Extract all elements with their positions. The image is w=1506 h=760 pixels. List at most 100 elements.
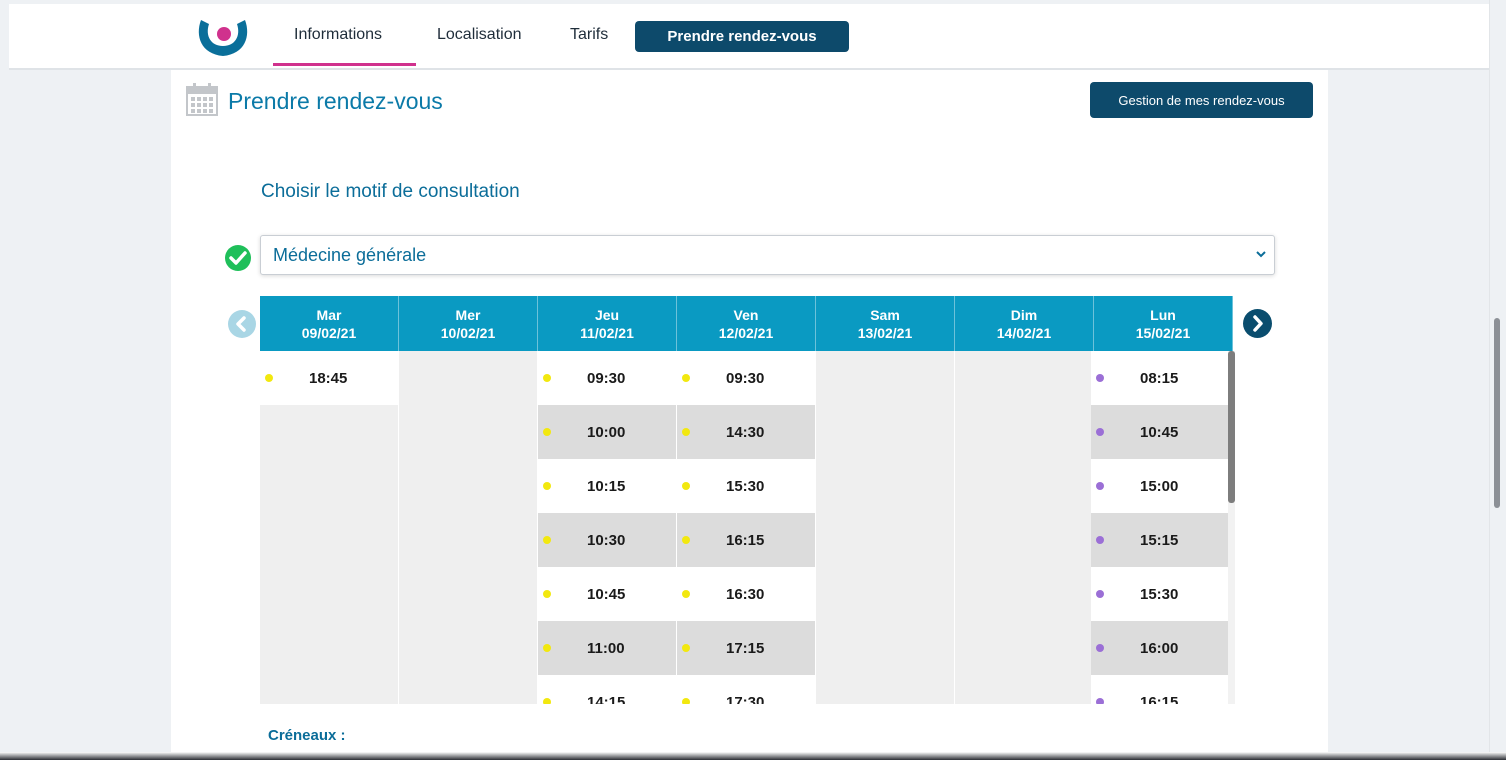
time-slot[interactable]: 16:00 [1091, 621, 1228, 675]
time-slot[interactable]: 17:30 [677, 675, 815, 704]
time-slot[interactable]: 10:15 [538, 459, 676, 513]
day-column-lun: Lun 15/02/21 [1094, 296, 1233, 351]
calendar-scrollbar[interactable] [1228, 351, 1235, 704]
time-slot[interactable]: 16:15 [1091, 675, 1228, 704]
time-slot[interactable]: 15:15 [1091, 513, 1228, 567]
day-date: 12/02/21 [718, 324, 774, 341]
day-name: Jeu [594, 306, 620, 323]
time-slot[interactable]: 15:00 [1091, 459, 1228, 513]
day-header: Dim 14/02/21 [955, 296, 1094, 351]
manage-appointments-button[interactable]: Gestion de mes rendez-vous [1090, 82, 1313, 118]
day-name: Mer [455, 306, 481, 323]
time-slot[interactable]: 11:00 [538, 621, 676, 675]
day-slots [399, 351, 537, 704]
time-slot[interactable]: 15:30 [677, 459, 815, 513]
time-slot[interactable]: 17:15 [677, 621, 815, 675]
top-edge [0, 0, 1506, 4]
time-slot[interactable]: 18:45 [260, 351, 398, 405]
nav-prendre-rdv-button[interactable]: Prendre rendez-vous [635, 21, 849, 52]
time-slot[interactable]: 10:45 [1091, 405, 1228, 459]
slot-time: 11:00 [587, 640, 625, 657]
day-header: Sam 13/02/21 [816, 296, 955, 351]
day-date: 13/02/21 [857, 324, 913, 341]
slot-dot-icon [543, 644, 551, 652]
slot-dot-icon [1096, 482, 1104, 490]
slot-time: 14:30 [726, 424, 765, 441]
day-column-mer: Mer 10/02/21 [399, 296, 538, 351]
slot-dot-icon [682, 590, 690, 598]
slot-dot-icon [543, 428, 551, 436]
day-header: Lun 15/02/21 [1094, 296, 1233, 351]
app-logo-icon[interactable] [193, 14, 253, 62]
day-column-sam: Sam 13/02/21 [816, 296, 955, 351]
slot-time: 16:15 [726, 532, 765, 549]
left-frame [0, 0, 9, 760]
time-slot[interactable]: 10:30 [538, 513, 676, 567]
time-slot[interactable]: 16:30 [677, 567, 815, 621]
chevron-right-icon [1253, 315, 1263, 332]
check-circle-icon [225, 245, 251, 271]
day-name: Dim [1010, 306, 1038, 323]
slot-dot-icon [682, 374, 690, 382]
bottom-edge [0, 752, 1506, 760]
slot-time: 08:15 [1140, 370, 1179, 387]
motif-select[interactable]: Médecine générale [260, 235, 1275, 275]
time-slot[interactable]: 09:30 [538, 351, 676, 405]
nav-tarifs[interactable]: Tarifs [570, 26, 609, 43]
slot-time: 10:30 [587, 532, 626, 549]
day-slots: 08:15 10:45 15:00 15:15 15:30 16:00 16:15 [1091, 351, 1228, 704]
day-slots [816, 351, 954, 704]
page-title: Prendre rendez-vous [228, 88, 443, 114]
slot-time: 15:15 [1140, 532, 1179, 549]
slot-dot-icon [682, 644, 690, 652]
slot-dot-icon [682, 536, 690, 544]
slot-time: 15:30 [726, 478, 765, 495]
calendar-scrollbar-thumb[interactable] [1228, 351, 1235, 503]
page-scrollbar-thumb[interactable] [1494, 318, 1500, 508]
time-slot[interactable]: 08:15 [1091, 351, 1228, 405]
day-header: Jeu 11/02/21 [538, 296, 677, 351]
slot-dot-icon [1096, 590, 1104, 598]
slot-time: 09:30 [587, 370, 626, 387]
slot-time: 17:30 [726, 694, 765, 704]
day-slots: 09:30 14:30 15:30 16:15 16:30 17:15 17:30 [677, 351, 815, 704]
slot-time: 15:00 [1140, 478, 1179, 495]
time-slot[interactable]: 16:15 [677, 513, 815, 567]
slot-dot-icon [543, 698, 551, 704]
time-slot[interactable]: 10:00 [538, 405, 676, 459]
slot-time: 18:45 [309, 370, 348, 387]
slot-dot-icon [682, 428, 690, 436]
time-slot[interactable]: 14:15 [538, 675, 676, 704]
slot-time: 10:45 [587, 586, 626, 603]
motif-selected-value: Médecine générale [273, 245, 427, 265]
day-column-dim: Dim 14/02/21 [955, 296, 1094, 351]
slot-dot-icon [543, 536, 551, 544]
nav-informations[interactable]: Informations [294, 26, 383, 43]
nav-active-indicator [273, 63, 416, 66]
slot-time: 10:00 [587, 424, 626, 441]
slot-time: 16:30 [726, 586, 765, 603]
day-date: 14/02/21 [996, 324, 1052, 341]
slot-dot-icon [682, 482, 690, 490]
slot-dot-icon [543, 374, 551, 382]
nav-localisation[interactable]: Localisation [437, 26, 522, 43]
slot-time: 14:15 [587, 694, 626, 704]
slot-time: 16:15 [1140, 694, 1179, 704]
day-column-jeu: Jeu 11/02/21 [538, 296, 677, 351]
time-slot[interactable]: 14:30 [677, 405, 815, 459]
time-slot[interactable]: 09:30 [677, 351, 815, 405]
day-slots: 09:30 10:00 10:15 10:30 10:45 11:00 14:15 [538, 351, 676, 704]
day-header: Mar 09/02/21 [260, 296, 399, 351]
day-slots: 18:45 [260, 351, 398, 704]
previous-week-button[interactable] [228, 310, 256, 338]
chevron-down-icon [1256, 251, 1266, 258]
time-slot[interactable]: 15:30 [1091, 567, 1228, 621]
time-slot[interactable]: 10:45 [538, 567, 676, 621]
slot-time: 10:15 [587, 478, 626, 495]
slot-dot-icon [1096, 428, 1104, 436]
day-date: 11/02/21 [580, 324, 634, 341]
slot-time: 15:30 [1140, 586, 1179, 603]
day-date: 10/02/21 [440, 324, 496, 341]
motif-label: Choisir le motif de consultation [261, 181, 520, 202]
next-week-button[interactable] [1243, 309, 1272, 338]
